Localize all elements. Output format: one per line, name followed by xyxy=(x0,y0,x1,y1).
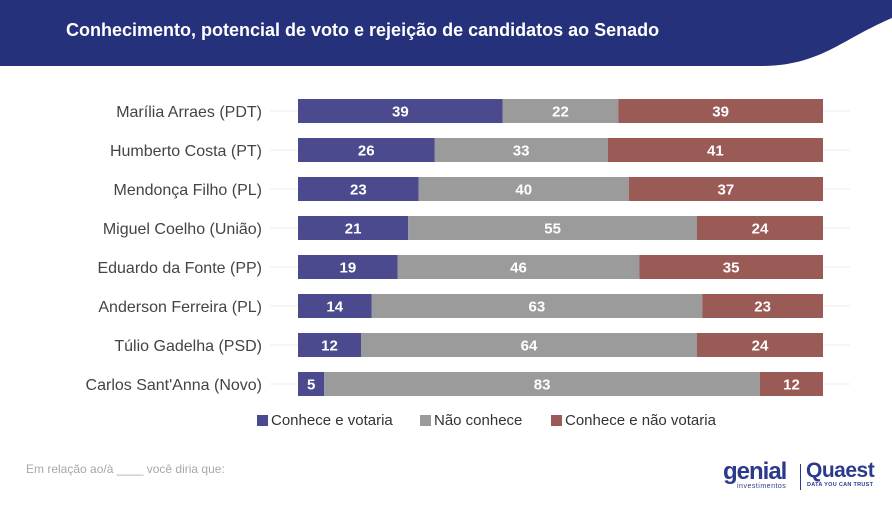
bar-segment xyxy=(371,294,703,318)
data-label: 24 xyxy=(752,221,769,238)
bar-segment xyxy=(760,372,823,396)
bar-segment xyxy=(298,294,372,318)
stacked-bar-chart: Marília Arraes (PDT) 39 22 39 Humberto Costa… xyxy=(86,99,850,396)
data-label: 83 xyxy=(534,377,551,394)
category-label: Mendonça Filho (PL) xyxy=(113,182,262,199)
data-label: 24 xyxy=(752,338,769,355)
header-background xyxy=(0,0,892,66)
bar-segment xyxy=(298,333,361,357)
data-label: 21 xyxy=(345,221,362,238)
data-label: 26 xyxy=(358,143,375,160)
bar-segment xyxy=(324,372,760,396)
bar-segment xyxy=(607,138,823,162)
bar-segment xyxy=(502,99,619,123)
bar-segment xyxy=(298,372,325,396)
legend-label: Conhece e votaria xyxy=(271,412,393,429)
footnote: Em relação ao/à ____ você diria que: xyxy=(26,462,225,476)
data-label: 39 xyxy=(712,104,729,121)
quaest-logo-word: Quaest xyxy=(806,459,875,482)
genial-logo: genial investimentos xyxy=(723,460,797,492)
data-label: 12 xyxy=(321,338,338,355)
bar-segment xyxy=(702,294,823,318)
bar-segment xyxy=(298,216,409,240)
bar-segment xyxy=(298,138,435,162)
data-label: 64 xyxy=(521,338,538,355)
bar-segment xyxy=(434,138,608,162)
data-label: 22 xyxy=(552,104,569,121)
category-label: Anderson Ferreira (PL) xyxy=(98,299,262,316)
category-label: Miguel Coelho (União) xyxy=(103,221,262,238)
genial-logo-word: genial xyxy=(723,458,787,485)
legend-swatch xyxy=(551,415,562,426)
category-label: Carlos Sant'Anna (Novo) xyxy=(86,377,262,394)
data-label: 46 xyxy=(510,260,527,277)
bar-segment xyxy=(639,255,823,279)
data-label: 39 xyxy=(392,104,409,121)
quaest-logo-sub: DATA YOU CAN TRUST xyxy=(807,482,874,488)
category-label: Eduardo da Fonte (PP) xyxy=(97,260,262,277)
data-label: 33 xyxy=(513,143,530,160)
bar-segment xyxy=(408,216,697,240)
legend-swatch xyxy=(420,415,431,426)
data-label: 55 xyxy=(544,221,561,238)
bar-segment xyxy=(697,216,823,240)
category-label: Humberto Costa (PT) xyxy=(110,143,262,160)
data-label: 63 xyxy=(529,299,546,316)
legend-swatch xyxy=(257,415,268,426)
data-label: 12 xyxy=(783,377,800,394)
bar-segment xyxy=(361,333,697,357)
page-title: Conhecimento, potencial de voto e rejeiç… xyxy=(66,20,660,40)
data-label: 5 xyxy=(307,377,315,394)
bar-segment xyxy=(397,255,640,279)
category-label: Marília Arraes (PDT) xyxy=(116,104,262,121)
data-label: 14 xyxy=(326,299,343,316)
legend-label: Conhece e não votaria xyxy=(565,412,716,429)
bar-segment xyxy=(628,177,823,201)
header-band xyxy=(0,0,892,66)
legend-label: Não conhece xyxy=(434,412,523,429)
legend-item-conhece-votaria: Conhece e votaria xyxy=(257,412,393,429)
bar-segment xyxy=(697,333,823,357)
data-label: 40 xyxy=(515,182,532,199)
quaest-logo: Quaest DATA YOU CAN TRUST xyxy=(806,460,878,492)
data-label: 41 xyxy=(707,143,724,160)
data-label: 23 xyxy=(754,299,771,316)
bar-segment xyxy=(298,255,398,279)
chart-legend: Conhece e votaria Não conhece Conhece e … xyxy=(0,412,892,432)
data-label: 35 xyxy=(723,260,740,277)
legend-item-nao-conhece: Não conhece xyxy=(420,412,522,429)
bar-segment xyxy=(618,99,823,123)
logo-divider xyxy=(800,464,801,490)
legend-item-conhece-nao-votaria: Conhece e não votaria xyxy=(551,412,716,429)
data-label: 37 xyxy=(718,182,735,199)
genial-logo-sub: investimentos xyxy=(737,483,787,490)
bar-segment xyxy=(298,177,419,201)
chart-area: Marília Arraes (PDT) 39 22 39 Humberto Costa… xyxy=(0,80,892,410)
bar-segment xyxy=(418,177,629,201)
data-label: 19 xyxy=(340,260,357,277)
bar-segment xyxy=(298,99,503,123)
data-label: 23 xyxy=(350,182,367,199)
category-label: Túlio Gadelha (PSD) xyxy=(114,338,262,355)
